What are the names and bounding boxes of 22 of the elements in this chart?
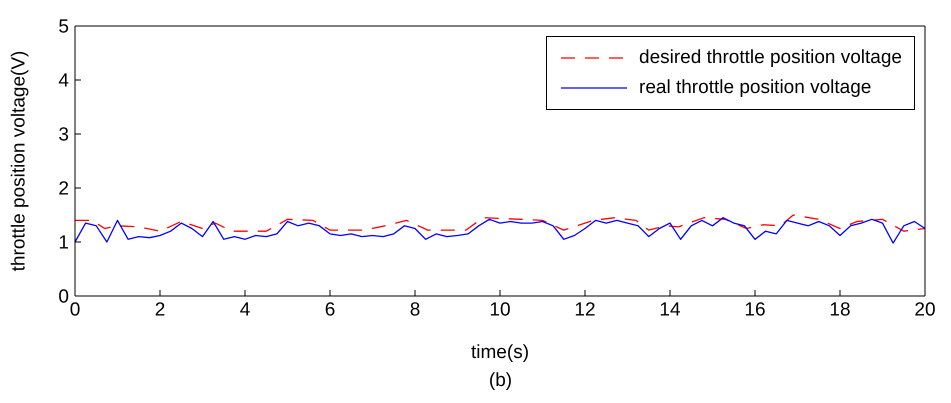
x-tick-label: 16 [744,299,766,320]
x-tick-label: 8 [410,299,420,320]
y-tick-label: 1 [58,232,69,254]
x-tick-label: 2 [154,299,166,320]
x-tick-label: 20 [914,299,936,320]
y-tick-label: 3 [58,124,69,146]
y-tick-label: 2 [58,178,69,200]
text: (b) [488,370,514,392]
x-tick-label: 18 [829,299,851,320]
line-series [75,217,925,244]
x-axis-title: time(s) [470,342,530,363]
y-tick-label: 4 [58,70,70,92]
x-tick-label: 6 [324,299,336,320]
y-tick-label: 5 [58,16,69,38]
legend-label: desired throttle position voltage [639,47,902,69]
line-series [75,214,925,232]
x-tick-label: 12 [574,299,596,320]
legend-label: real throttle position voltage [639,77,872,99]
x-tick-label: 14 [659,299,681,320]
x-tick-label: 10 [489,299,511,320]
y-axis-title: throttle position voltage(V) [8,50,30,272]
x-tick-label: 4 [240,299,251,320]
